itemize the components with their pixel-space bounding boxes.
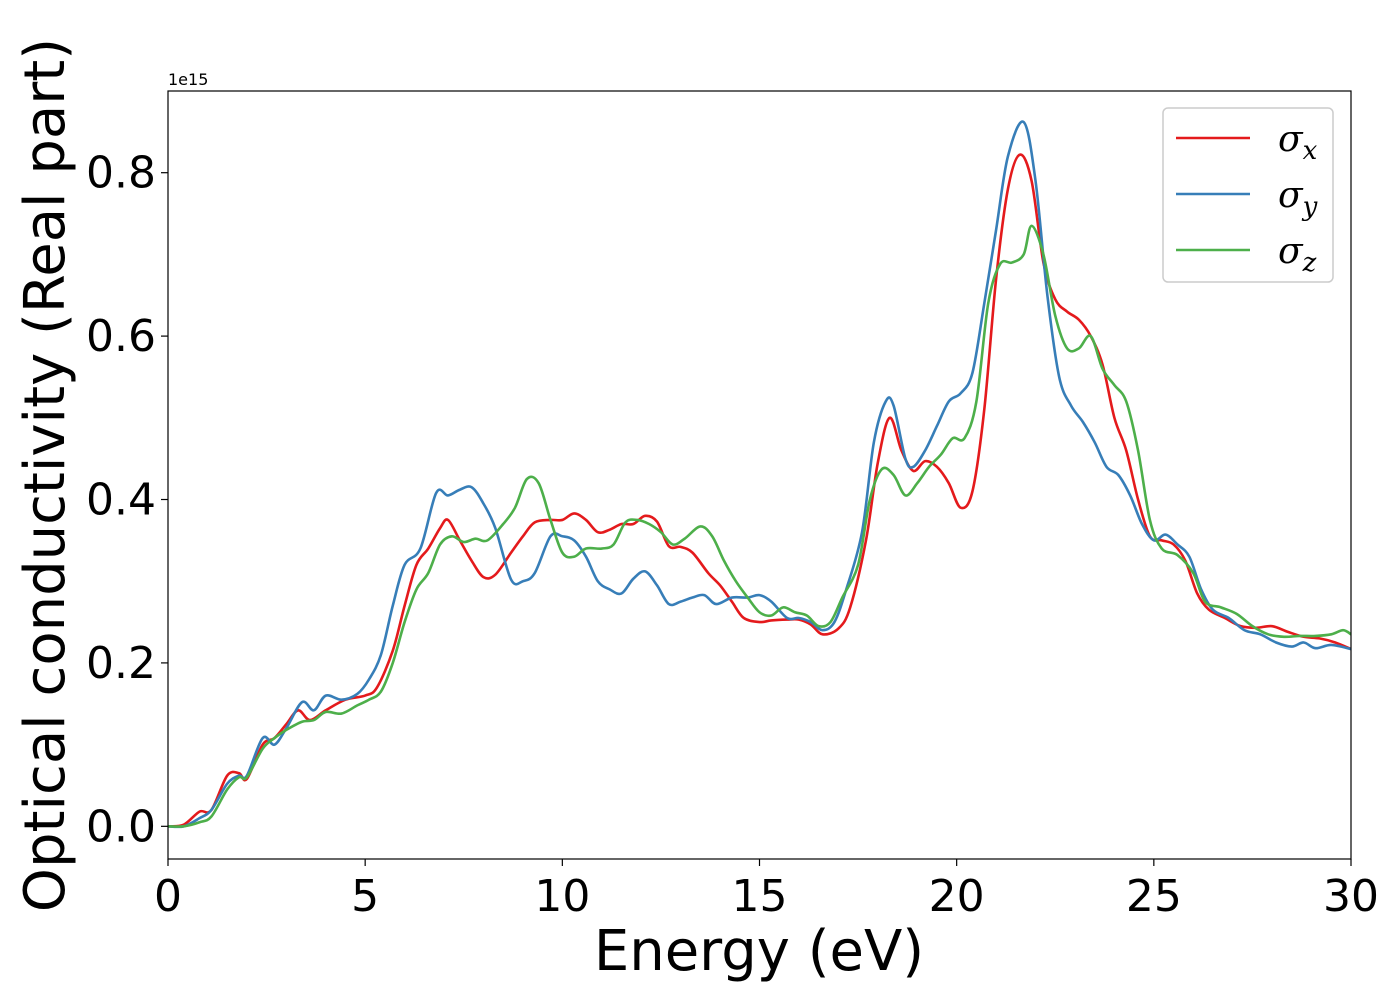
series-layer <box>168 120 1351 829</box>
x-tick-label: 15 <box>732 871 788 922</box>
legend-label-sigma-x: σx <box>1278 119 1318 166</box>
x-tick-label: 20 <box>929 871 985 922</box>
x-tick-label: 25 <box>1126 871 1182 922</box>
series-line-sigma-y <box>168 120 1351 829</box>
plot-frame <box>167 90 1352 860</box>
legend-label-sigma-y: σy <box>1278 175 1318 222</box>
x-tick-label: 10 <box>534 871 590 922</box>
y-tick-label: 0.8 <box>86 148 156 199</box>
ticks-layer: 0 5 10 15 20 25 30 0.0 0.2 0.4 0.6 0.8 <box>86 148 1379 922</box>
x-tick-label: 5 <box>351 871 379 922</box>
y-tick-label: 0.4 <box>86 475 156 526</box>
y-tick-label: 0.6 <box>86 311 156 362</box>
x-tick-label: 0 <box>154 871 182 922</box>
x-tick-label: 30 <box>1323 871 1379 922</box>
series-line-sigma-x <box>168 153 1351 828</box>
y-tick-label: 0.0 <box>86 801 156 852</box>
series-line-sigma-z <box>168 224 1351 828</box>
x-axis-title: Energy (eV) <box>594 919 924 984</box>
y-offset-label: 1e15 <box>168 70 208 89</box>
y-axis-title: Optical conductivity (Real part) <box>13 38 78 912</box>
y-tick-label: 0.2 <box>86 638 156 689</box>
